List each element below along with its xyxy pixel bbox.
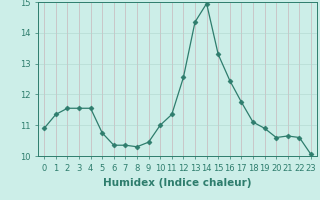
- X-axis label: Humidex (Indice chaleur): Humidex (Indice chaleur): [103, 178, 252, 188]
